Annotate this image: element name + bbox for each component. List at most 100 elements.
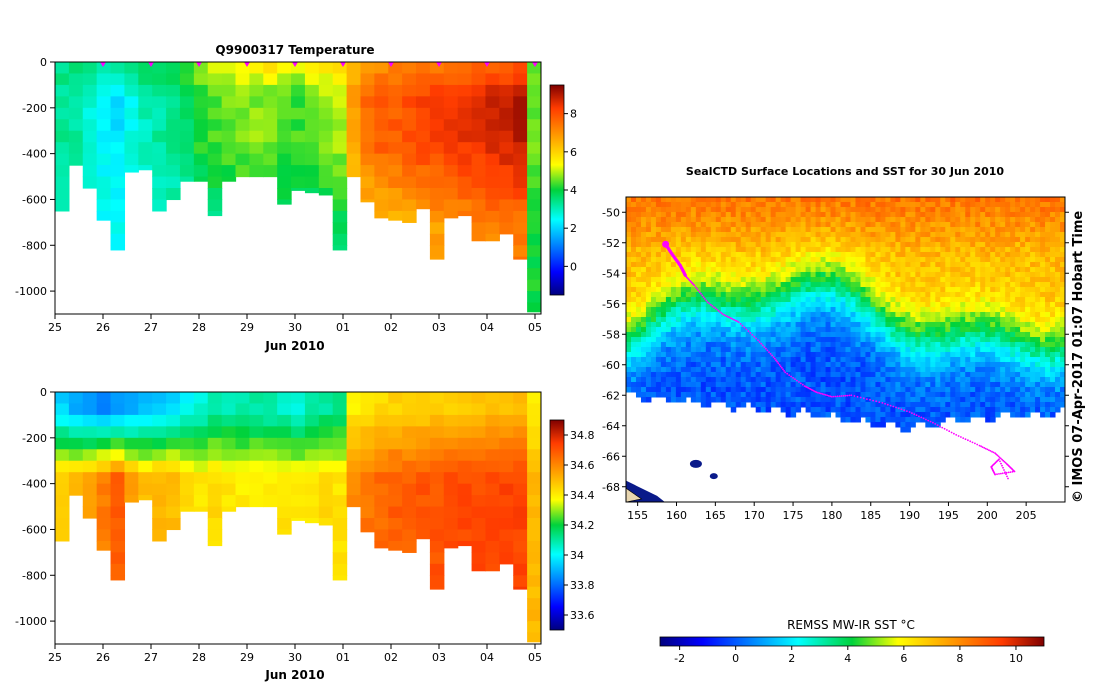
section-cell [55,495,70,508]
section-cell [207,142,223,155]
sst-cell [925,227,931,233]
section-cell [360,426,375,439]
sst-cell [750,232,757,238]
section-cell [318,84,334,97]
sst-cell [845,292,851,298]
section-cell [499,552,514,565]
sst-cell [1035,207,1041,213]
sst-cell [870,217,876,223]
sst-cell [885,382,891,388]
sst-cell [815,312,822,318]
sst-cell [880,257,886,263]
section-cell [124,130,139,143]
sst-cell [1060,357,1065,363]
section-cell [360,495,375,508]
sst-cell [715,242,722,248]
sst-cell [870,382,876,388]
sst-cell [805,297,812,303]
section-cell [402,130,417,143]
section-cell [291,403,306,416]
track-point [723,314,726,317]
sst-cell [945,392,951,398]
sst-cell [745,212,752,218]
section-cell [304,73,320,86]
sst-cell [1050,207,1056,213]
section-cell [179,153,195,166]
sst-cell [850,232,856,238]
sst-cell [980,357,986,363]
sst-cell [780,212,787,218]
sst-cell [830,362,837,368]
sst-cell [770,262,777,268]
sst-cell [830,372,837,378]
section-cell [332,472,348,485]
sst-cell [960,227,966,233]
sst-cell [930,222,936,228]
section-cell [82,165,98,178]
sst-cell [845,402,851,408]
section-cell [249,483,264,496]
sst-cell [990,307,996,313]
sst-cell [795,377,802,383]
sst-cell [840,352,846,358]
sst-cell [685,222,692,228]
sst-cell [805,247,812,253]
sst-cell [995,252,1001,258]
sst-cell [780,207,787,213]
sst-cell [960,332,966,338]
sst-cell [725,352,732,358]
sst-cell [860,342,866,348]
section-cell [374,472,389,485]
sst-cell [945,377,951,383]
sst-cell [730,352,737,358]
track-point [792,377,794,379]
sst-cell [930,237,936,243]
sst-cell [705,342,712,348]
sst-cell [970,202,976,208]
sst-cell [1060,222,1065,228]
sst-cell [745,237,752,243]
sst-cell [895,407,901,413]
section-cell [110,73,126,86]
sst-cell [855,287,861,293]
sst-cell [660,342,667,348]
section-cell [485,392,500,405]
section-cell [471,142,487,155]
sst-cell [650,227,657,233]
sst-cell [660,312,667,318]
section-cell [304,518,320,524]
sst-cell [1025,292,1031,298]
sst-cell [930,332,936,338]
sst-cell [640,232,647,238]
sst-cell [995,242,1001,248]
section-cell [527,62,541,75]
section-cell [96,460,112,473]
sst-cell [1005,227,1011,233]
sst-cell [925,317,931,323]
sst-cell [1000,357,1006,363]
sst-cell [680,287,687,293]
section-cell [235,73,250,86]
section-cell [166,495,181,508]
sst-cell [770,347,777,353]
sst-cell [665,227,672,233]
sst-cell [755,357,762,363]
sst-cell [990,252,996,258]
sst-cell [695,367,702,373]
sst-cell [626,362,632,368]
sst-cell [945,227,951,233]
sst-cell [800,252,807,258]
sst-cell [765,332,772,338]
sst-cell [710,207,717,213]
sst-cell [630,202,637,208]
sst-cell [960,202,966,208]
sst-cell [1035,227,1041,233]
sst-cell [675,227,682,233]
sst-cell [1020,402,1026,408]
section-cell [499,392,514,405]
sst-cell [1050,202,1056,208]
sst-cell [935,277,941,283]
sst-cell [905,222,911,228]
section-cell [152,506,167,519]
